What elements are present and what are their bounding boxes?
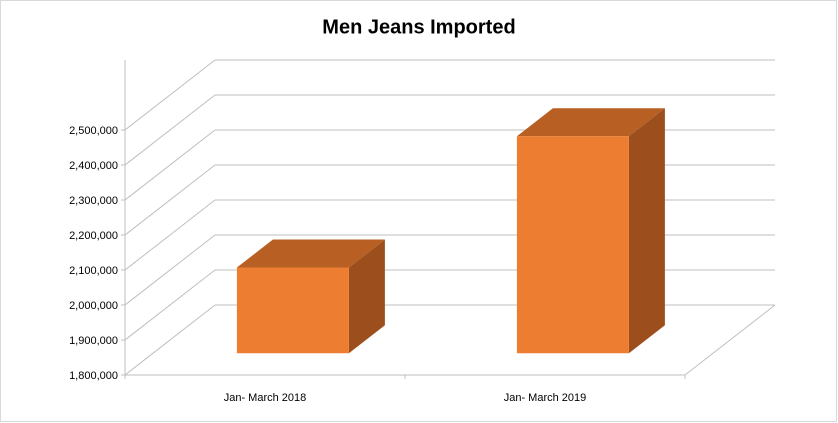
x-tick-label: Jan- March 2019 (504, 392, 587, 404)
bar (516, 136, 629, 354)
grid-line (124, 129, 216, 201)
y-tick-label: 2,100,000 (69, 265, 118, 277)
grid-line (124, 269, 216, 341)
grid-line (124, 234, 216, 306)
bar-side (348, 239, 385, 354)
grid-line (124, 199, 216, 271)
y-tick-label: 2,300,000 (69, 195, 118, 207)
y-tick-label: 1,900,000 (69, 335, 118, 347)
grid-line (124, 59, 216, 131)
grid-line (124, 164, 216, 236)
x-tick-label: Jan- March 2018 (224, 392, 307, 404)
y-tick-label: 2,200,000 (69, 230, 118, 242)
bar-side (628, 108, 665, 354)
grid-line (124, 304, 216, 376)
y-tick-label: 2,000,000 (69, 300, 118, 312)
bar (236, 267, 349, 354)
bar-top (236, 239, 385, 268)
y-tick-label: 1,800,000 (69, 370, 118, 382)
chart-title: Men Jeans Imported (322, 16, 515, 38)
floor-edge (684, 304, 776, 376)
bar-top (516, 108, 665, 137)
y-tick-label: 2,400,000 (69, 160, 118, 172)
y-tick-label: 2,500,000 (69, 125, 118, 137)
grid-line (124, 94, 216, 166)
